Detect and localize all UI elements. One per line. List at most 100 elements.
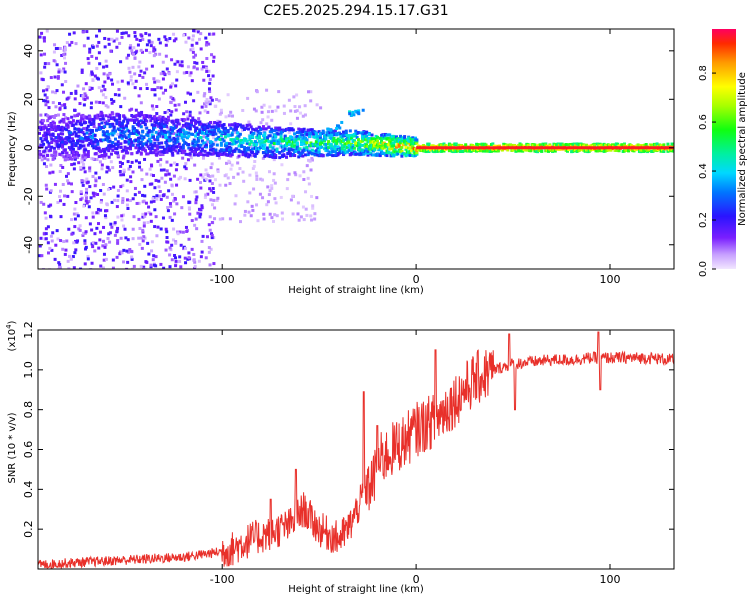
ridge-cell	[169, 131, 173, 135]
noise-cell	[293, 109, 297, 113]
noise-cell	[242, 179, 246, 183]
noise-cell	[252, 164, 256, 168]
ridge-cell	[255, 127, 259, 131]
ridge-cell	[492, 144, 496, 148]
noise-cell	[85, 187, 89, 191]
noise-cell	[203, 92, 207, 96]
ridge-cell	[301, 154, 305, 158]
noise-cell	[149, 219, 153, 223]
ridge-cell	[365, 147, 369, 151]
noise-cell	[164, 43, 168, 47]
ridge-cell	[247, 148, 251, 152]
ridge-cell	[342, 133, 346, 137]
noise-cell	[96, 192, 100, 196]
ridge-cell	[228, 123, 232, 127]
noise-cell	[282, 104, 286, 108]
noise-cell	[142, 224, 146, 228]
noise-cell	[144, 212, 148, 216]
noise-cell	[82, 103, 86, 107]
ridge-cell	[71, 147, 75, 151]
noise-cell	[145, 82, 149, 86]
noise-cell	[43, 93, 47, 97]
ridge-cell	[321, 153, 325, 157]
noise-cell	[194, 190, 198, 194]
noise-cell	[103, 214, 107, 218]
noise-cell	[53, 139, 57, 143]
ridge-cell	[61, 145, 65, 149]
noise-cell	[205, 41, 209, 45]
noise-cell	[51, 101, 55, 105]
ridge-cell	[115, 118, 119, 122]
ridge-cell	[123, 146, 127, 150]
noise-cell	[96, 77, 100, 81]
noise-cell	[128, 164, 132, 168]
ridge-cell	[61, 138, 65, 142]
ridge-cell	[457, 143, 461, 147]
ridge-cell	[362, 152, 366, 156]
ridge-cell	[367, 132, 371, 136]
noise-cell	[208, 175, 212, 179]
noise-cell	[131, 65, 135, 69]
ridge-cell	[317, 151, 321, 155]
ridge-cell	[266, 136, 270, 140]
ridge-cell	[659, 144, 663, 148]
noise-cell	[139, 264, 143, 268]
ridge-cell	[107, 136, 111, 140]
noise-cell	[138, 226, 142, 230]
noise-cell	[72, 212, 76, 216]
noise-cell	[49, 234, 53, 238]
ridge-cell	[328, 134, 332, 138]
noise-cell	[71, 255, 75, 259]
ridge-cell	[84, 153, 88, 157]
noise-cell	[44, 227, 48, 231]
noise-cell	[124, 236, 128, 240]
noise-cell	[292, 95, 296, 99]
noise-cell	[142, 265, 146, 269]
ridge-cell	[221, 137, 225, 141]
noise-cell	[46, 100, 50, 104]
ridge-cell	[309, 132, 313, 136]
ridge-cell	[310, 152, 314, 156]
noise-cell	[255, 174, 259, 178]
y-tick-label: 1.2	[22, 321, 35, 339]
ridge-cell	[652, 148, 656, 152]
ridge-cell	[61, 140, 65, 144]
ridge-cell	[100, 121, 104, 125]
ridge-cell	[283, 135, 287, 139]
noise-cell	[165, 195, 169, 199]
noise-cell	[277, 90, 281, 94]
ridge-cell	[99, 138, 103, 142]
ridge-cell	[375, 139, 379, 143]
ridge-cell	[321, 130, 325, 134]
noise-cell	[74, 248, 78, 252]
noise-cell	[98, 100, 102, 104]
noise-cell	[210, 220, 214, 224]
noise-cell	[298, 105, 302, 109]
ridge-cell	[332, 131, 336, 135]
ridge-cell	[127, 129, 131, 133]
ridge-cell	[162, 125, 166, 129]
noise-cell	[95, 226, 99, 230]
noise-cell	[58, 199, 62, 203]
noise-cell	[115, 37, 119, 41]
ridge-cell	[388, 133, 392, 137]
ridge-cell	[39, 143, 43, 147]
ridge-cell	[111, 122, 115, 126]
ridge-cell	[325, 149, 329, 153]
noise-cell	[191, 50, 195, 54]
noise-cell	[150, 88, 154, 92]
noise-cell	[190, 247, 194, 251]
noise-cell	[45, 165, 49, 169]
noise-cell	[70, 40, 74, 44]
ridge-cell	[183, 135, 187, 139]
ridge-cell	[293, 140, 297, 144]
ridge-cell	[241, 140, 245, 144]
noise-cell	[200, 204, 204, 208]
ridge-cell	[256, 150, 260, 154]
ridge-cell	[128, 132, 132, 136]
ridge-cell	[285, 155, 289, 159]
ridge-cell	[61, 151, 65, 155]
ridge-cell	[222, 129, 226, 133]
ridge-cell	[302, 148, 306, 152]
noise-cell	[143, 157, 147, 161]
